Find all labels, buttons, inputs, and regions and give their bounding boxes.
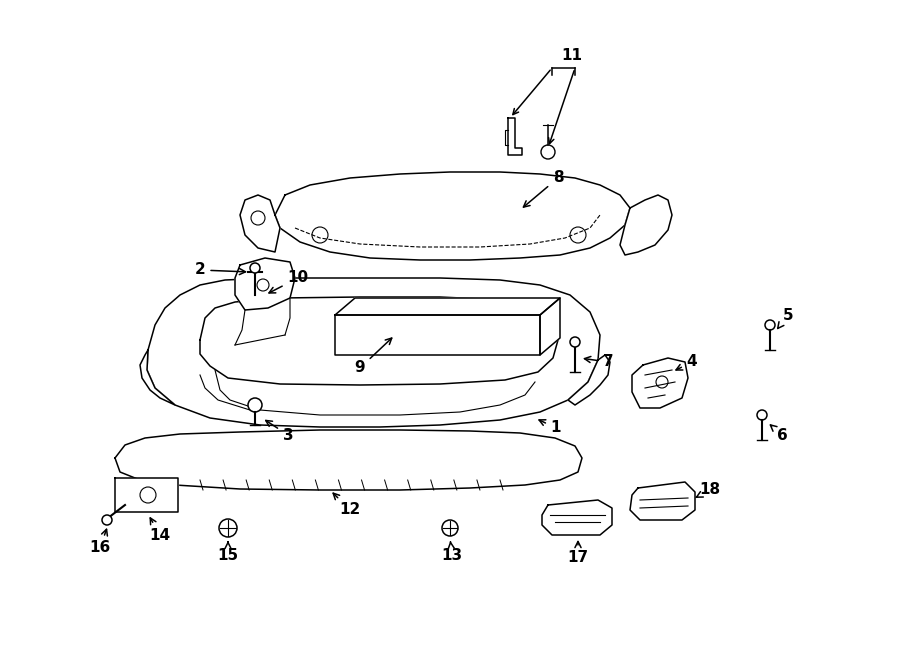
Circle shape <box>219 519 237 537</box>
Text: 1: 1 <box>539 420 562 436</box>
Polygon shape <box>508 118 522 155</box>
Circle shape <box>570 337 580 347</box>
Text: 17: 17 <box>567 541 589 566</box>
Text: 14: 14 <box>149 518 171 543</box>
Polygon shape <box>335 315 540 355</box>
Polygon shape <box>620 195 672 255</box>
Circle shape <box>765 320 775 330</box>
Circle shape <box>757 410 767 420</box>
Polygon shape <box>140 350 175 405</box>
Polygon shape <box>200 297 558 385</box>
Polygon shape <box>240 195 280 252</box>
Circle shape <box>250 263 260 273</box>
Polygon shape <box>540 298 560 355</box>
Text: 9: 9 <box>355 338 392 375</box>
Polygon shape <box>542 500 612 535</box>
Polygon shape <box>630 482 695 520</box>
Text: 6: 6 <box>770 425 788 442</box>
Polygon shape <box>632 358 688 408</box>
Polygon shape <box>275 172 630 260</box>
Polygon shape <box>235 258 295 310</box>
Text: 5: 5 <box>778 307 793 329</box>
Text: 13: 13 <box>441 542 463 563</box>
Text: 12: 12 <box>333 493 361 518</box>
Circle shape <box>102 515 112 525</box>
Text: 18: 18 <box>697 483 721 498</box>
Polygon shape <box>115 478 178 512</box>
Text: 7: 7 <box>584 354 613 369</box>
Polygon shape <box>568 355 610 405</box>
Polygon shape <box>147 278 600 427</box>
Text: 8: 8 <box>524 171 563 207</box>
Text: 11: 11 <box>562 48 582 63</box>
Text: 4: 4 <box>676 354 698 370</box>
Polygon shape <box>335 298 560 315</box>
Circle shape <box>248 398 262 412</box>
Polygon shape <box>115 430 582 490</box>
Text: 3: 3 <box>266 420 293 442</box>
Circle shape <box>442 520 458 536</box>
Text: 2: 2 <box>194 262 246 278</box>
Text: 10: 10 <box>269 270 309 293</box>
Text: 16: 16 <box>89 529 111 555</box>
Text: 15: 15 <box>218 542 238 563</box>
